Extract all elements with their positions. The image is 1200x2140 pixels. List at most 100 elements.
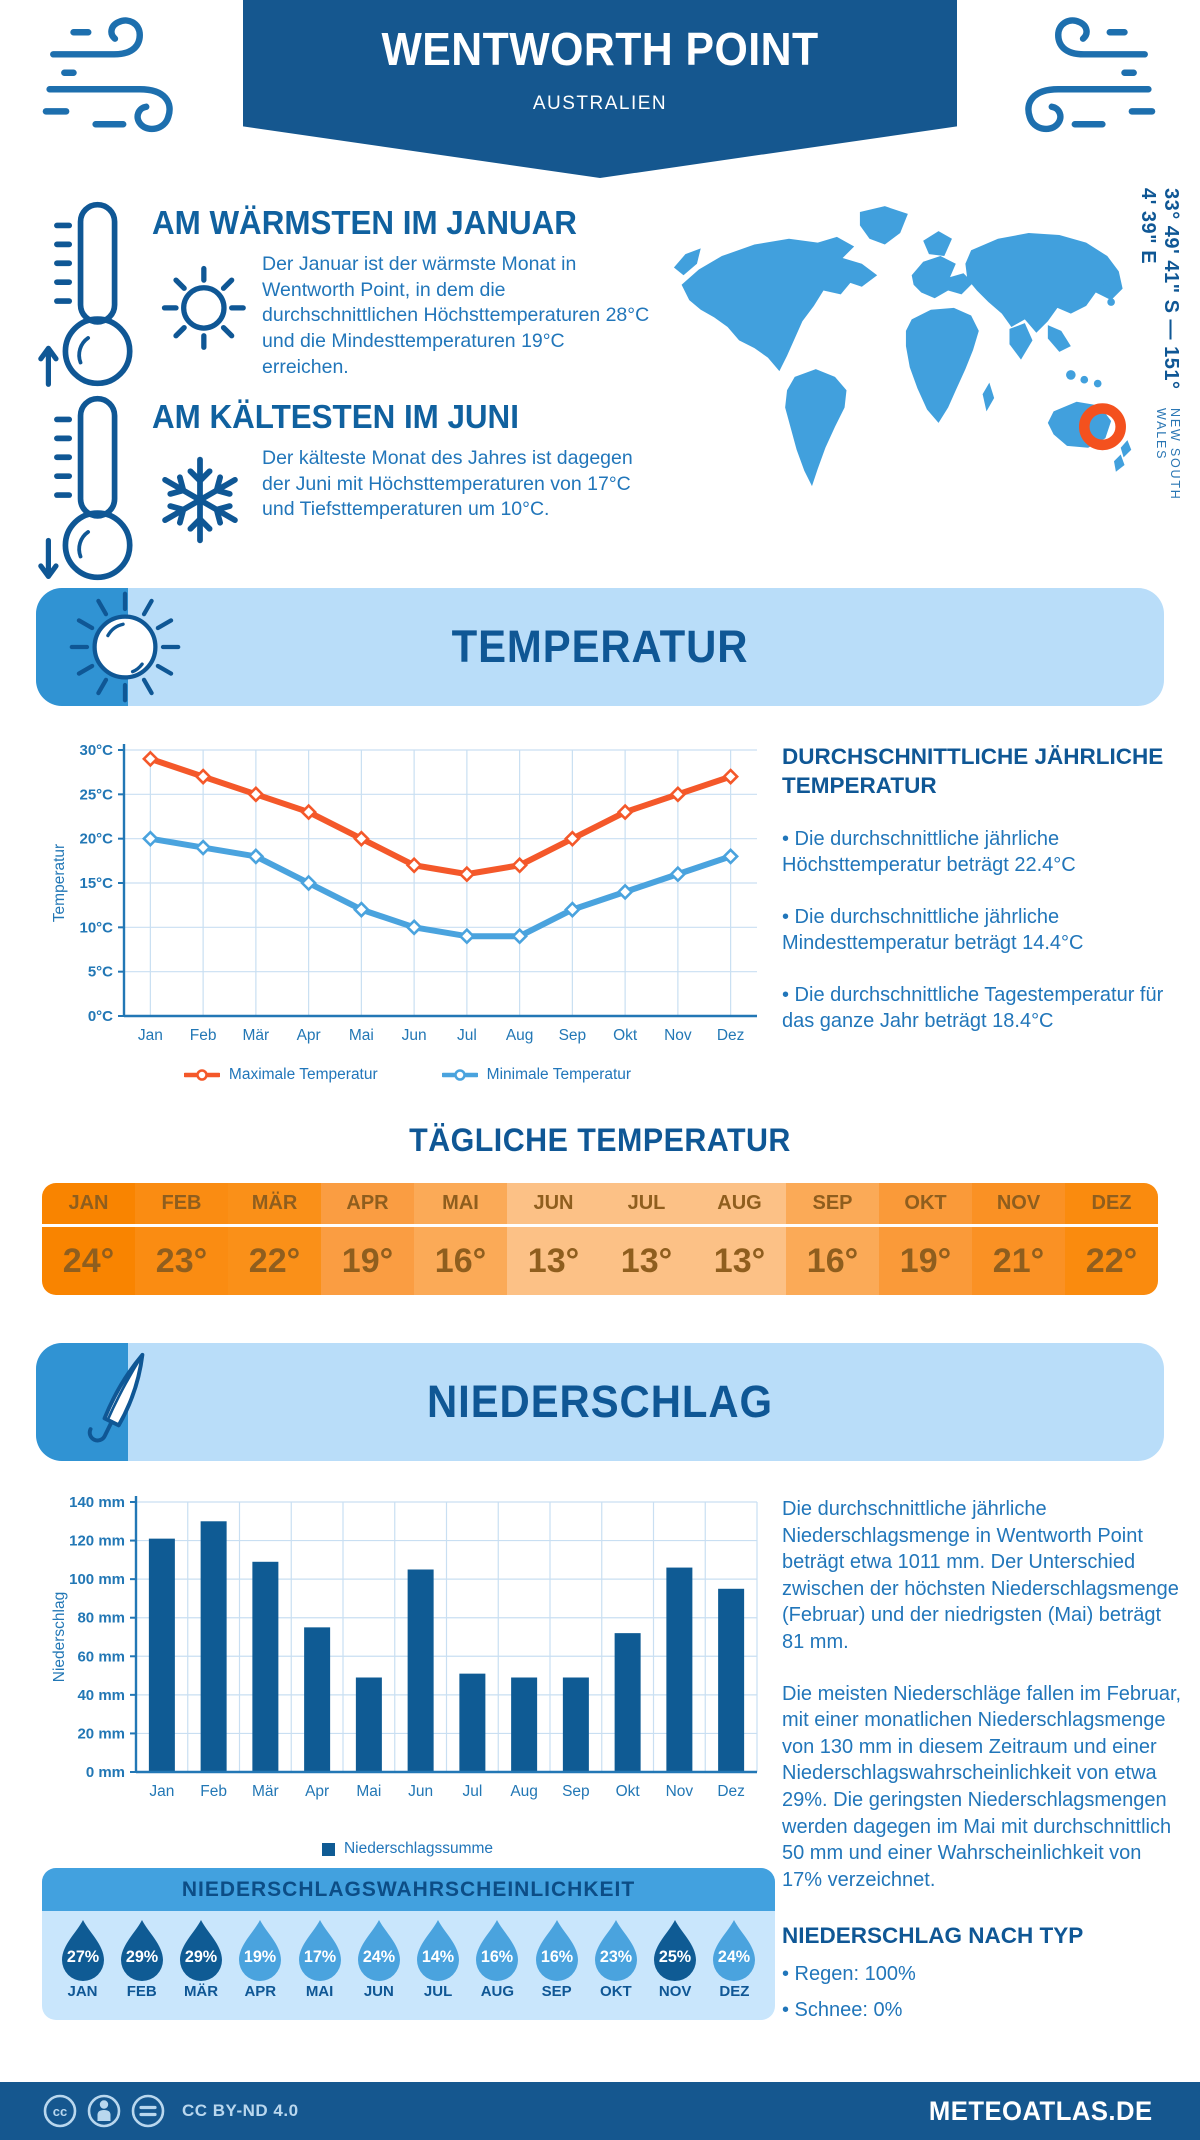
warmest-month-block: AM WÄRMSTEN IM JANUAR Der Januar ist der…: [38, 196, 678, 392]
svg-text:140 mm: 140 mm: [69, 1494, 125, 1511]
probability-month-label: OKT: [600, 1983, 632, 2000]
daily-month-label: APR: [321, 1183, 414, 1227]
probability-month-label: MÄR: [183, 1983, 219, 2000]
svg-text:40 mm: 40 mm: [77, 1687, 125, 1704]
daily-temp-value: 24°: [62, 1241, 115, 1280]
probability-drop: 24% DEZ: [706, 1919, 763, 2000]
coldest-title: AM KÄLTESTEN IM JUNI: [152, 398, 519, 435]
daily-temp-cell: FEB 23°: [135, 1183, 228, 1295]
svg-text:Dez: Dez: [717, 1783, 745, 1800]
probability-drop: 16% SEP: [528, 1919, 585, 2000]
daily-month-label: JUN: [507, 1183, 600, 1227]
daily-month-label: NOV: [972, 1183, 1065, 1227]
probability-drop: 29% FEB: [113, 1919, 170, 2000]
water-drop-icon: [298, 1920, 341, 1981]
annual-temperature-title: DURCHSCHNITTLICHE JÄHRLICHE TEMPERATUR: [782, 744, 1164, 799]
probability-drop: 29% MÄR: [173, 1919, 230, 2000]
svg-text:Sep: Sep: [559, 1027, 587, 1044]
water-drop-icon: [239, 1920, 282, 1981]
region-text: NEW SOUTH WALES: [1154, 407, 1182, 501]
daily-month-label: JAN: [42, 1183, 135, 1227]
location-coordinates: 33° 49' 41" S — 151° 4' 39" E NEW SOUTH …: [1136, 188, 1182, 523]
svg-text:Temperatur: Temperatur: [51, 844, 68, 922]
license-text: CC BY-ND 4.0: [182, 2101, 299, 2120]
probability-title: NIEDERSCHLAGSWAHRSCHEINLICHKEIT: [42, 1868, 775, 1911]
footer: cc CC BY-ND 4.0 METEOATLAS.DE: [0, 2082, 1200, 2140]
legend-item: Niederschlagssumme: [321, 1840, 493, 1858]
snowflake-icon: [162, 456, 238, 544]
probability-month-label: JUN: [363, 1983, 394, 2000]
probability-value: 27%: [66, 1947, 99, 1966]
water-drop-icon: [180, 1920, 223, 1981]
svg-text:Jan: Jan: [138, 1027, 163, 1044]
annual-bullet: • Die durchschnittliche jährliche Mindes…: [782, 905, 1084, 955]
daily-temp-cell: JUL 13°: [600, 1183, 693, 1295]
temperature-line-chart: 0°C 5°C 10°C 15°C 20°C 25°C 30°C Jan Feb Mär Apr Ma…: [50, 736, 765, 1048]
svg-text:Feb: Feb: [200, 1783, 227, 1800]
svg-text:0 mm: 0 mm: [86, 1764, 125, 1781]
probability-value: 19%: [244, 1947, 277, 1966]
legend-item: Maximale Temperatur: [183, 1066, 378, 1084]
precipitation-probability-panel: NIEDERSCHLAGSWAHRSCHEINLICHKEIT 27% JAN 29…: [42, 1868, 775, 2020]
water-drop-icon: [654, 1920, 697, 1981]
probability-drop: 23% OKT: [587, 1919, 644, 2000]
svg-text:Feb: Feb: [190, 1027, 217, 1044]
probability-month-label: DEZ: [719, 1983, 750, 2000]
svg-text:Apr: Apr: [305, 1783, 329, 1800]
svg-text:cc: cc: [53, 2104, 67, 2119]
daily-temp-cell: AUG 13°: [693, 1183, 786, 1295]
daily-temp-value: 22°: [248, 1241, 301, 1280]
probability-month-label: JAN: [67, 1983, 98, 2000]
svg-text:Mär: Mär: [252, 1783, 279, 1800]
svg-text:Mai: Mai: [356, 1783, 381, 1800]
daily-month-label: FEB: [135, 1183, 228, 1227]
svg-text:Mai: Mai: [349, 1027, 374, 1044]
water-drop-icon: [417, 1920, 460, 1981]
probability-month-label: NOV: [658, 1983, 692, 2000]
svg-text:25°C: 25°C: [79, 786, 113, 803]
svg-text:Jan: Jan: [149, 1783, 174, 1800]
probability-value: 24%: [718, 1947, 751, 1966]
temperature-section-banner: TEMPERATUR: [36, 588, 1164, 706]
svg-text:Jun: Jun: [408, 1783, 433, 1800]
daily-temp-cell: MÄR 22°: [228, 1183, 321, 1295]
svg-text:Okt: Okt: [616, 1783, 641, 1800]
svg-text:15°C: 15°C: [79, 875, 113, 892]
daily-month-label: JUL: [600, 1183, 693, 1227]
daily-month-label: MÄR: [228, 1183, 321, 1227]
daily-temp-value: 13°: [527, 1241, 580, 1280]
sun-icon: [161, 265, 246, 350]
water-drop-icon: [594, 1920, 637, 1981]
coldest-month-block: AM KÄLTESTEN IM JUNI Der kälteste Monat …: [38, 390, 678, 586]
svg-text:20 mm: 20 mm: [77, 1725, 125, 1742]
daily-temp-value: 23°: [155, 1241, 208, 1280]
precipitation-type: • Regen: 100%: [782, 1962, 916, 1985]
probability-drop: 24% JUN: [350, 1919, 407, 2000]
svg-text:120 mm: 120 mm: [69, 1533, 125, 1550]
daily-temp-cell: JAN 24°: [42, 1183, 135, 1295]
svg-text:Aug: Aug: [506, 1027, 534, 1044]
probability-value: 25%: [658, 1947, 692, 1966]
probability-month-label: JUL: [423, 1983, 453, 2000]
probability-value: 23%: [599, 1947, 633, 1966]
daily-temp-cell: DEZ 22°: [1065, 1183, 1158, 1295]
probability-drop: 25% NOV: [647, 1919, 704, 2000]
svg-text:Mär: Mär: [243, 1027, 270, 1044]
svg-text:20°C: 20°C: [79, 831, 113, 848]
precipitation-section-banner: NIEDERSCHLAG: [36, 1343, 1164, 1461]
daily-temp-cell: APR 19°: [321, 1183, 414, 1295]
location-marker: [1078, 403, 1126, 451]
page-subtitle: AUSTRALIEN: [532, 93, 668, 114]
precipitation-type-title: NIEDERSCHLAG NACH TYP: [782, 1923, 1084, 1949]
daily-temp-value: 19°: [899, 1241, 952, 1280]
coldest-text: Der kälteste Monat des Jahres ist dagege…: [262, 447, 633, 521]
precipitation-bar-chart: 0 mm 20 mm 40 mm 60 mm 80 mm 100 mm 120 mm 140 …: [50, 1486, 765, 1806]
svg-text:Nov: Nov: [666, 1783, 694, 1800]
water-drop-icon: [713, 1920, 756, 1981]
probability-drop: 17% MAI: [291, 1919, 348, 2000]
warmest-title: AM WÄRMSTEN IM JANUAR: [152, 204, 577, 241]
legend-item: Minimale Temperatur: [441, 1066, 631, 1084]
creative-commons-icons: cc: [43, 2094, 165, 2128]
daily-temperature-title: TÄGLICHE TEMPERATUR: [409, 1122, 791, 1158]
